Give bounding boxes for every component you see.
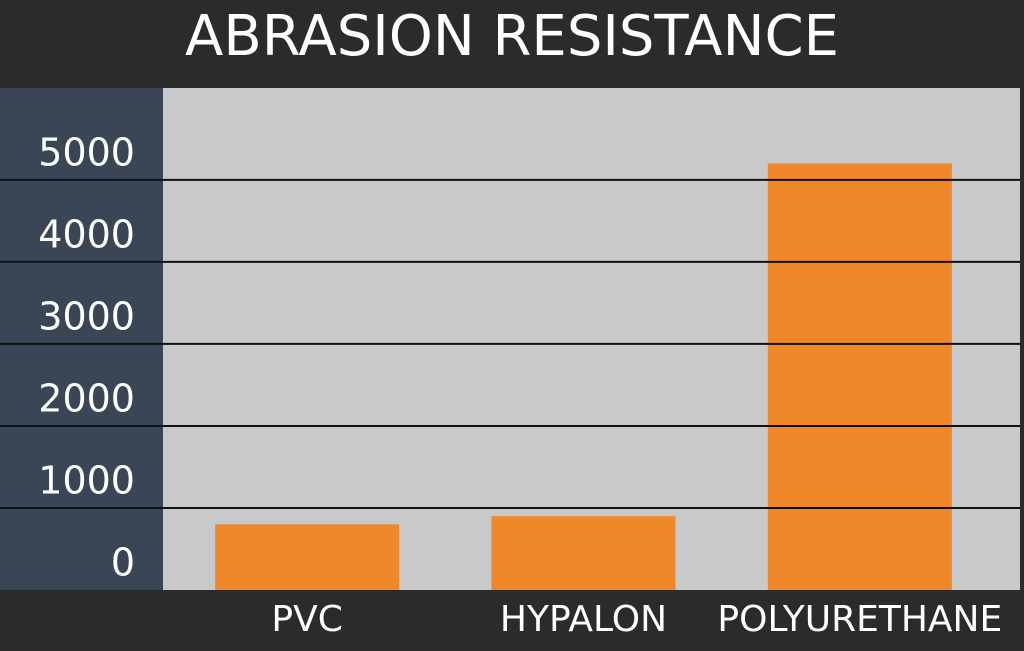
bar bbox=[215, 524, 400, 590]
x-tick-label: PVC bbox=[271, 599, 342, 640]
y-tick-label: 3000 bbox=[38, 294, 135, 338]
y-tick-label: 0 bbox=[111, 541, 135, 585]
y-tick-label: 1000 bbox=[38, 458, 135, 502]
y-tick-label: 4000 bbox=[38, 212, 135, 256]
y-tick-label: 5000 bbox=[38, 130, 135, 174]
bar bbox=[491, 516, 676, 590]
chart-title: ABRASION RESISTANCE bbox=[185, 4, 839, 69]
x-tick-label: POLYURETHANE bbox=[717, 599, 1002, 640]
axis-panel bbox=[0, 88, 163, 590]
y-tick-label: 2000 bbox=[38, 376, 135, 420]
x-tick-label: HYPALON bbox=[500, 599, 667, 640]
bar bbox=[767, 163, 952, 590]
